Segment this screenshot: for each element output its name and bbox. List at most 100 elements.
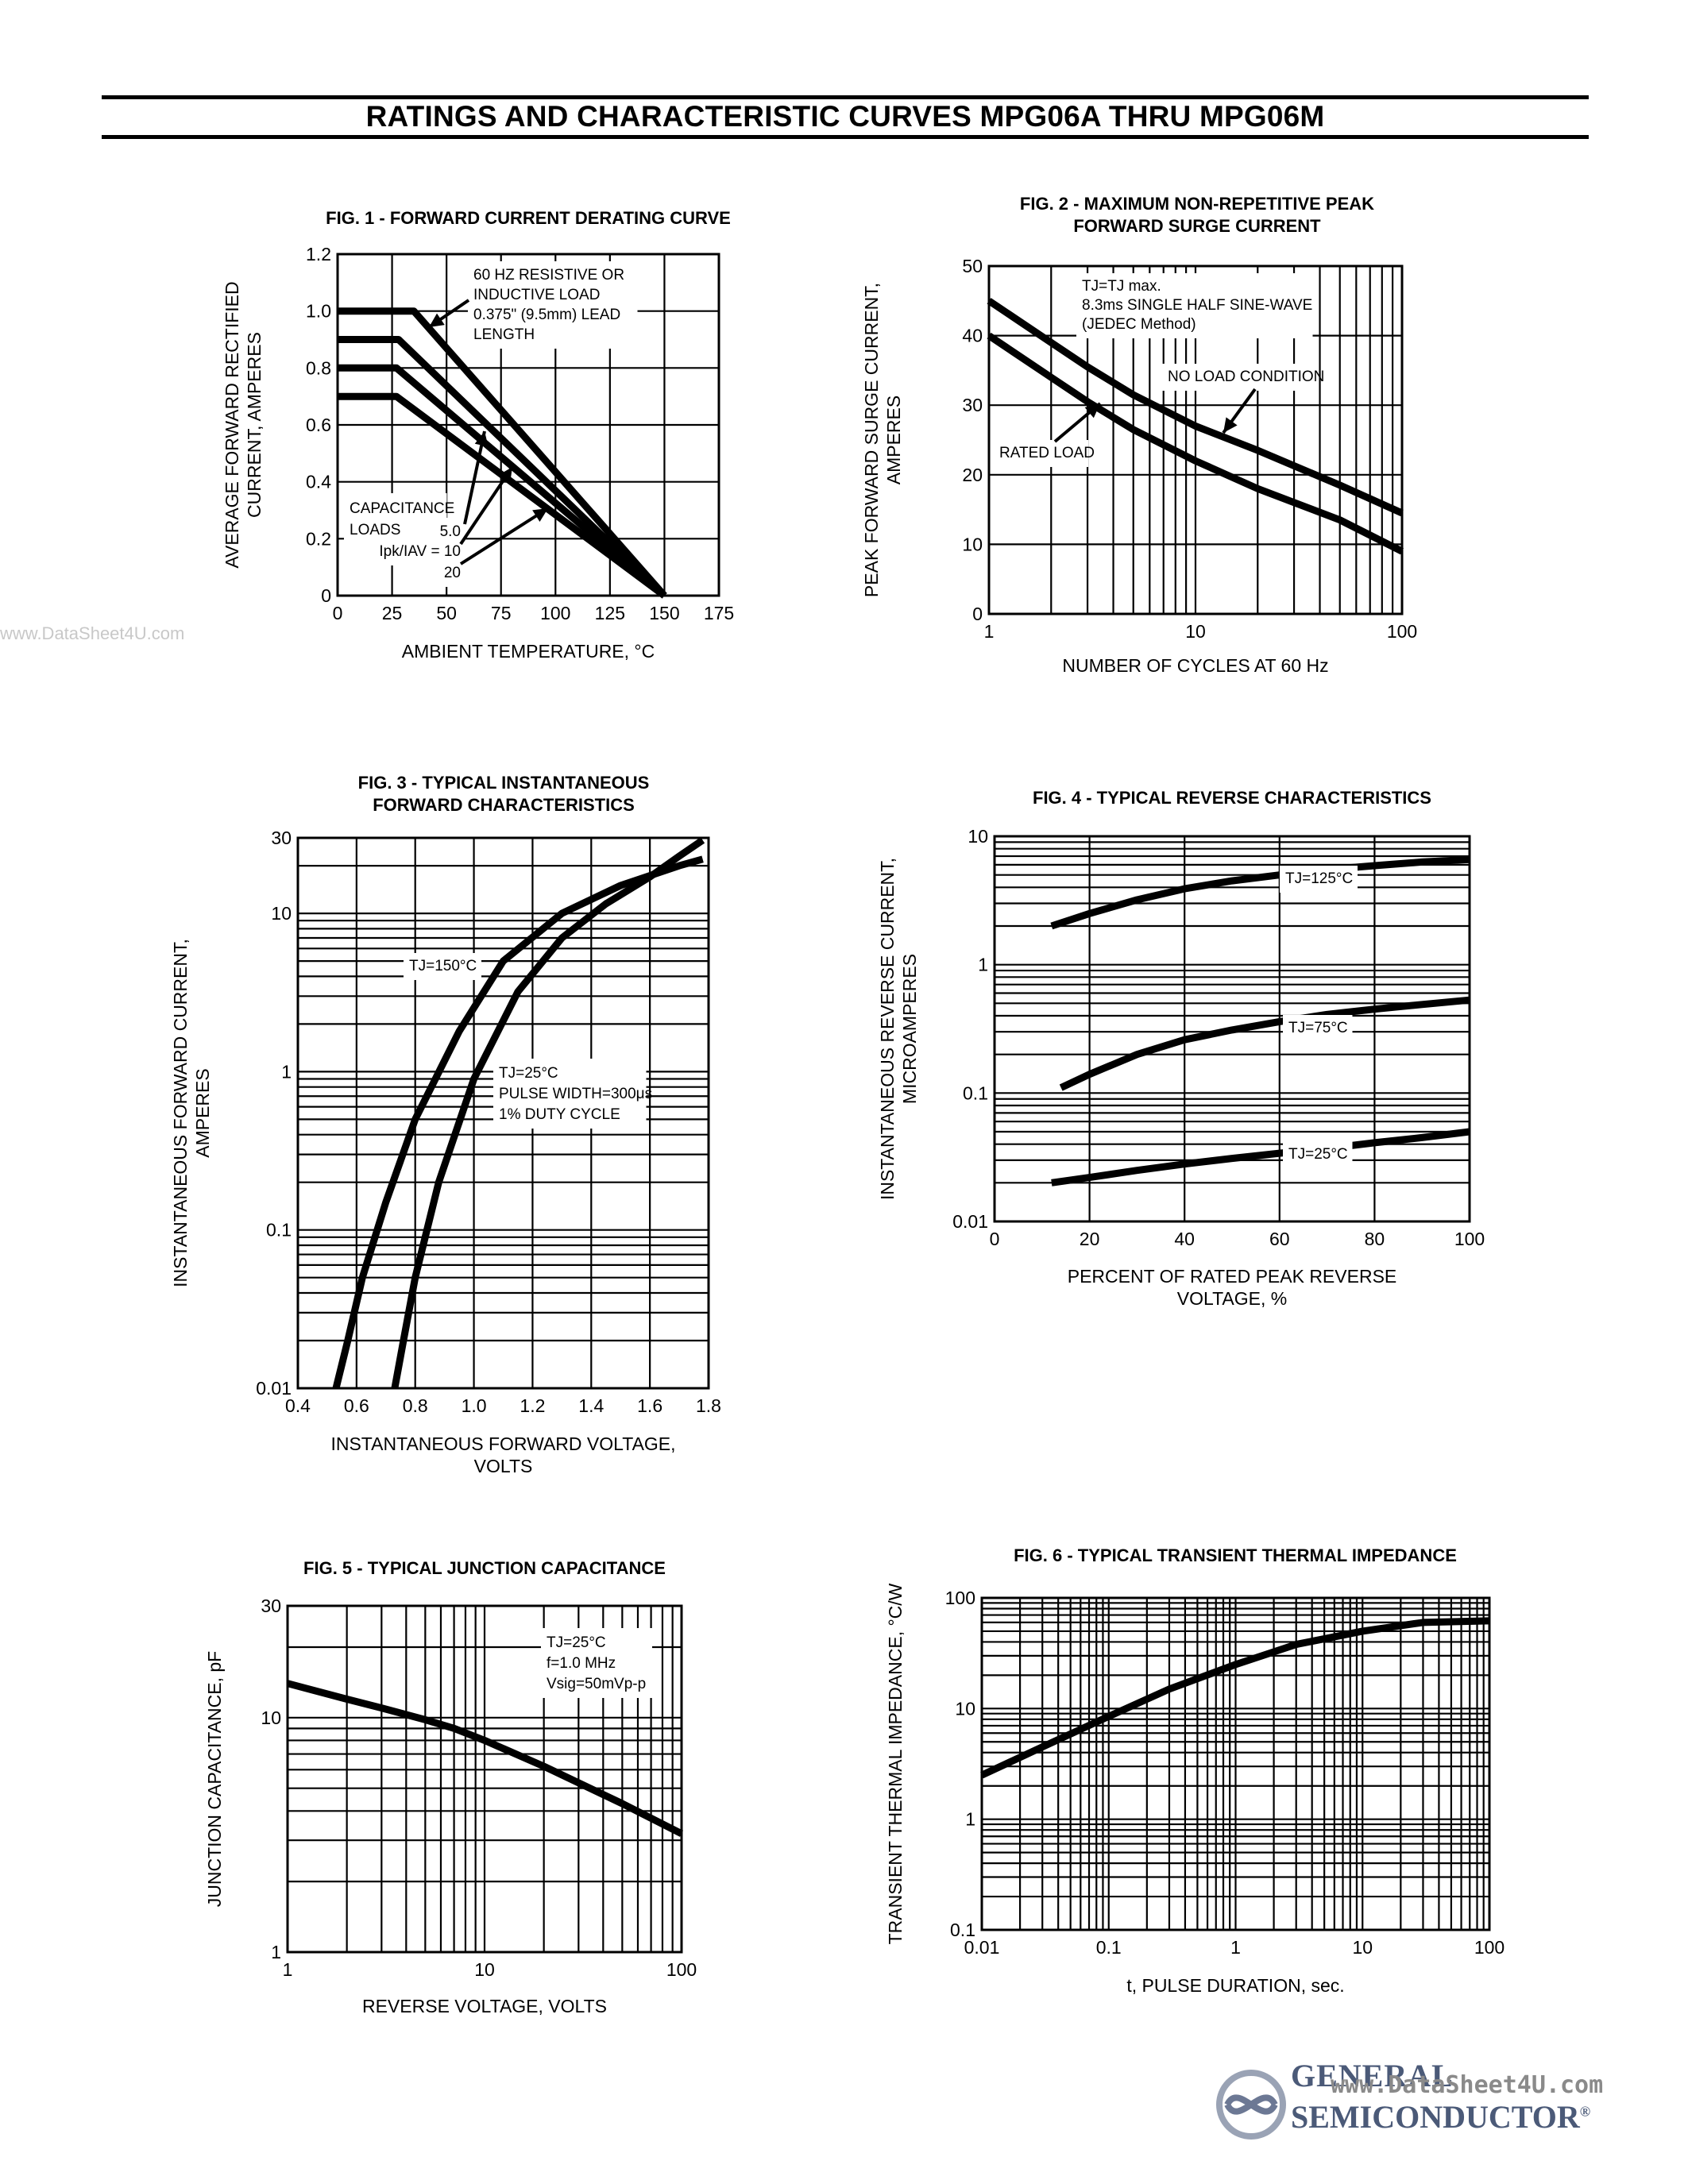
fig4-x-tick-label: 80 <box>1365 1229 1385 1249</box>
fig5-chart: FIG. 5 - TYPICAL JUNCTION CAPACITANCE 1 10… <box>204 1558 697 2016</box>
fig3-title: FIG. 3 - TYPICAL INSTANTANEOUS <box>358 773 650 793</box>
fig3-x-tick-label: 0.8 <box>403 1395 428 1416</box>
fig6-y-tick-label: 1 <box>965 1809 975 1830</box>
fig1-y-tick-label: 1.2 <box>306 244 331 264</box>
fig2-y-tick-label: 40 <box>962 326 983 346</box>
fig3-t25-note-box <box>493 1059 647 1129</box>
fig1-x-tick-label: 175 <box>704 603 734 623</box>
fig4-y-tick-label: 1 <box>978 955 988 975</box>
fig6-y-axis-label: TRANSIENT THERMAL IMPEDANCE, °C/W <box>885 1583 906 1944</box>
fig1-capacitance-note: CAPACITANCE <box>350 500 454 517</box>
fig1-ratio-note: 5.0 <box>440 523 461 540</box>
fig2-x-tick-label: 100 <box>1387 621 1417 642</box>
fig1-cap-arrow-20 <box>459 507 550 565</box>
fig3-y-tick-label: 30 <box>271 828 292 848</box>
fig5-x-tick-label: 10 <box>474 1959 495 1980</box>
fig4-t75-label-box <box>1283 1015 1353 1042</box>
fig2-series-line-1 <box>987 298 1404 517</box>
fig2-conditions-note: (JEDEC Method) <box>1082 316 1196 333</box>
fig1-capacitance-note: LOADS <box>350 522 400 538</box>
fig1-title: FIG. 1 - FORWARD CURRENT DERATING CURVE <box>326 208 731 228</box>
fig2-y-tick-label: 10 <box>962 534 983 554</box>
fig1-series-line-4 <box>338 392 667 599</box>
fig2-y-tick-label: 30 <box>962 395 983 415</box>
fig3-x-tick-label: 1.6 <box>637 1395 662 1416</box>
fig4-y-tick-label: 0.01 <box>952 1211 988 1232</box>
fig3-y-axis-label: INSTANTANEOUS FORWARD CURRENT, <box>170 939 191 1287</box>
fig1-x-axis-label: AMBIENT TEMPERATURE, °C <box>402 641 655 662</box>
fig1-load-note: 60 HZ RESISTIVE OR <box>473 267 624 284</box>
fig1-cap-arrow-20-head <box>532 508 548 523</box>
fig1-x-tick-label: 50 <box>436 603 457 623</box>
brand-watermark-url: www.DataSheet4U.com <box>1331 2071 1604 2099</box>
fig6-x-tick-label: 0.01 <box>964 1937 1000 1958</box>
fig1-load-note: 0.375" (9.5mm) LEAD <box>473 307 620 323</box>
fig2-y-tick-label: 0 <box>972 604 983 624</box>
brand-semiconductor: SEMICONDUCTOR® <box>1291 2098 1590 2136</box>
fig3-x-tick-label: 1.8 <box>696 1395 721 1416</box>
fig1-y-axis-label: CURRENT, AMPERES <box>244 332 265 518</box>
fig1-cap-arrow-5-head <box>474 431 489 447</box>
fig4-x-tick-label: 100 <box>1454 1229 1485 1249</box>
fig1-load-note-box <box>468 261 638 349</box>
fig1-y-tick-label: 0.6 <box>306 415 331 435</box>
fig3-x-tick-label: 1.2 <box>520 1395 545 1416</box>
fig2-series-line-2 <box>987 332 1404 555</box>
fig1-cap-arrow-10-head <box>498 467 512 483</box>
fig1-x-tick-label: 0 <box>333 603 343 623</box>
fig2-rated-load-label-box <box>994 440 1088 467</box>
fig3-t150-label: TJ=150°C <box>409 958 477 974</box>
fig1-x-tick-label: 25 <box>382 603 403 623</box>
fig2-x-axis-label: NUMBER OF CYCLES AT 60 Hz <box>1062 655 1328 676</box>
fig6-x-tick-label: 100 <box>1474 1937 1505 1958</box>
fig5-y-tick-label: 10 <box>261 1707 281 1728</box>
watermark-left: www.DataSheet4U.com <box>0 623 185 643</box>
fig2-x-tick-label: 10 <box>1185 621 1206 642</box>
fig4-x-tick-label: 0 <box>990 1229 1000 1249</box>
fig5-conditions-note: TJ=25°C <box>547 1634 606 1651</box>
fig4-x-axis-label: PERCENT OF RATED PEAK REVERSE <box>1068 1266 1397 1287</box>
title-underline <box>102 135 1589 139</box>
fig3-t25-note: 1% DUTY CYCLE <box>499 1106 620 1123</box>
fig3-y-axis-label: AMPERES <box>192 1068 213 1157</box>
fig4-series-line-1 <box>1050 855 1470 930</box>
fig3-x-axis-label: VOLTS <box>474 1456 533 1476</box>
fig3-t25-note: TJ=25°C <box>499 1065 558 1082</box>
fig5-y-tick-label: 30 <box>261 1596 281 1616</box>
fig4-chart: FIG. 4 - TYPICAL REVERSE CHARACTERISTICS… <box>877 788 1485 1309</box>
fig6-y-tick-label: 0.1 <box>950 1920 975 1940</box>
fig1-x-tick-label: 150 <box>649 603 679 623</box>
fig1-series-line-1 <box>338 307 667 598</box>
fig5-y-axis-label: JUNCTION CAPACITANCE, pF <box>204 1651 225 1907</box>
brand-general: GENERAL <box>1291 2058 1454 2093</box>
fig1-cap-arrow-5 <box>463 430 486 525</box>
fig2-title: FORWARD SURGE CURRENT <box>1073 216 1321 236</box>
fig1-load-arrow-head <box>429 313 445 327</box>
fig1-y-axis-label: AVERAGE FORWARD RECTIFIED <box>222 281 242 568</box>
fig4-x-tick-label: 40 <box>1174 1229 1195 1249</box>
fig1-ratio-note: Ipk/IAV = 10 <box>379 543 461 560</box>
fig4-y-axis-label: INSTANTANEOUS REVERSE CURRENT, <box>877 858 898 1200</box>
fig3-t25-note: PULSE WIDTH=300μs <box>499 1086 652 1102</box>
fig3-x-axis-label: INSTANTANEOUS FORWARD VOLTAGE, <box>330 1433 675 1454</box>
fig6-plot-frame <box>980 1596 1491 1931</box>
fig5-series-line-1 <box>286 1680 684 1837</box>
fig2-rated-load-arrow-head <box>1084 403 1100 419</box>
fig3-t150-label-box <box>404 953 481 980</box>
fig2-no-load-arrow-head <box>1223 417 1238 433</box>
fig4-plot-frame <box>993 835 1471 1223</box>
brand-semiconductor-text: SEMICONDUCTOR <box>1291 2099 1580 2135</box>
fig1-x-tick-label: 125 <box>595 603 625 623</box>
fig2-rated-load-label: RATED LOAD <box>999 445 1095 461</box>
fig2-no-load-label: NO LOAD CONDITION <box>1168 369 1324 385</box>
fig4-y-tick-label: 10 <box>968 826 988 847</box>
fig2-y-tick-label: 20 <box>962 465 983 485</box>
fig2-y-axis-label: PEAK FORWARD SURGE CURRENT, <box>861 283 882 597</box>
fig4-x-axis-label: VOLTAGE, % <box>1177 1288 1287 1309</box>
fig3-y-tick-label: 10 <box>271 903 292 924</box>
fig3-y-tick-label: 0.1 <box>266 1220 292 1241</box>
fig5-conditions-note-box <box>541 1628 652 1698</box>
fig4-x-tick-label: 20 <box>1080 1229 1100 1249</box>
